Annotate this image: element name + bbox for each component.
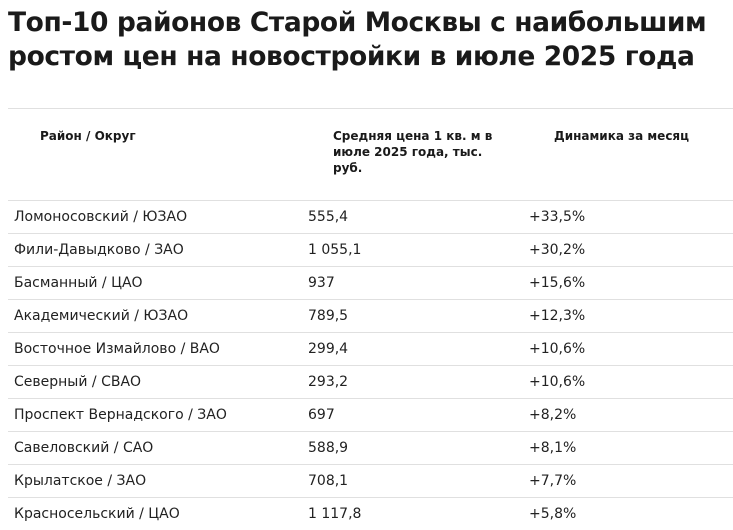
district-cell: Восточное Измайлово / ВАО [14, 341, 220, 357]
district-cell: Басманный / ЦАО [14, 275, 143, 291]
table-row: Северный / СВАО 293,2 +10,6% [8, 365, 733, 398]
price-cell: 299,4 [308, 341, 349, 357]
column-header-dynamics: Динамика за месяц [554, 129, 690, 143]
dynamics-cell: +33,5% [529, 209, 586, 225]
table-row: Восточное Измайлово / ВАО 299,4 +10,6% [8, 332, 733, 365]
price-cell: 588,9 [308, 440, 349, 456]
dynamics-cell: +5,8% [529, 506, 577, 522]
dynamics-cell: +10,6% [529, 374, 586, 390]
table-row: Басманный / ЦАО 937 +15,6% [8, 266, 733, 299]
price-cell: 697 [308, 407, 335, 423]
price-cell: 937 [308, 275, 335, 291]
price-cell: 789,5 [308, 308, 349, 324]
dynamics-cell: +10,6% [529, 341, 586, 357]
table-row: Савеловский / САО 588,9 +8,1% [8, 431, 733, 464]
district-cell: Савеловский / САО [14, 440, 154, 456]
district-cell: Красносельский / ЦАО [14, 506, 180, 522]
price-cell: 1 055,1 [308, 242, 362, 258]
dynamics-cell: +30,2% [529, 242, 586, 258]
dynamics-cell: +12,3% [529, 308, 586, 324]
district-cell: Фили-Давыдково / ЗАО [14, 242, 184, 258]
district-cell: Проспект Вернадского / ЗАО [14, 407, 227, 423]
district-cell: Академический / ЮЗАО [14, 308, 189, 324]
dynamics-cell: +8,2% [529, 407, 577, 423]
district-cell: Ломоносовский / ЮЗАО [14, 209, 188, 225]
table-row: Красносельский / ЦАО 1 117,8 +5,8% [8, 497, 733, 530]
district-cell: Северный / СВАО [14, 374, 142, 390]
price-cell: 555,4 [308, 209, 349, 225]
table-row: Академический / ЮЗАО 789,5 +12,3% [8, 299, 733, 332]
dynamics-cell: +8,1% [529, 440, 577, 456]
price-cell: 708,1 [308, 473, 349, 489]
column-header-district: Район / Округ [40, 129, 136, 143]
column-header-price: Средняя цена 1 кв. м в июле 2025 года, т… [333, 129, 493, 175]
page-title: Топ-10 районов Старой Москвы с наибольши… [8, 7, 707, 72]
price-cell: 293,2 [308, 374, 349, 390]
dynamics-cell: +7,7% [529, 473, 577, 489]
table-body: Ломоносовский / ЮЗАО 555,4 +33,5% Фили-Д… [8, 200, 733, 530]
table-top-divider [8, 108, 733, 109]
table-row: Ломоносовский / ЮЗАО 555,4 +33,5% [8, 200, 733, 233]
district-cell: Крылатское / ЗАО [14, 473, 147, 489]
table-row: Проспект Вернадского / ЗАО 697 +8,2% [8, 398, 733, 431]
table-row: Фили-Давыдково / ЗАО 1 055,1 +30,2% [8, 233, 733, 266]
price-cell: 1 117,8 [308, 506, 362, 522]
table-row: Крылатское / ЗАО 708,1 +7,7% [8, 464, 733, 497]
dynamics-cell: +15,6% [529, 275, 586, 291]
